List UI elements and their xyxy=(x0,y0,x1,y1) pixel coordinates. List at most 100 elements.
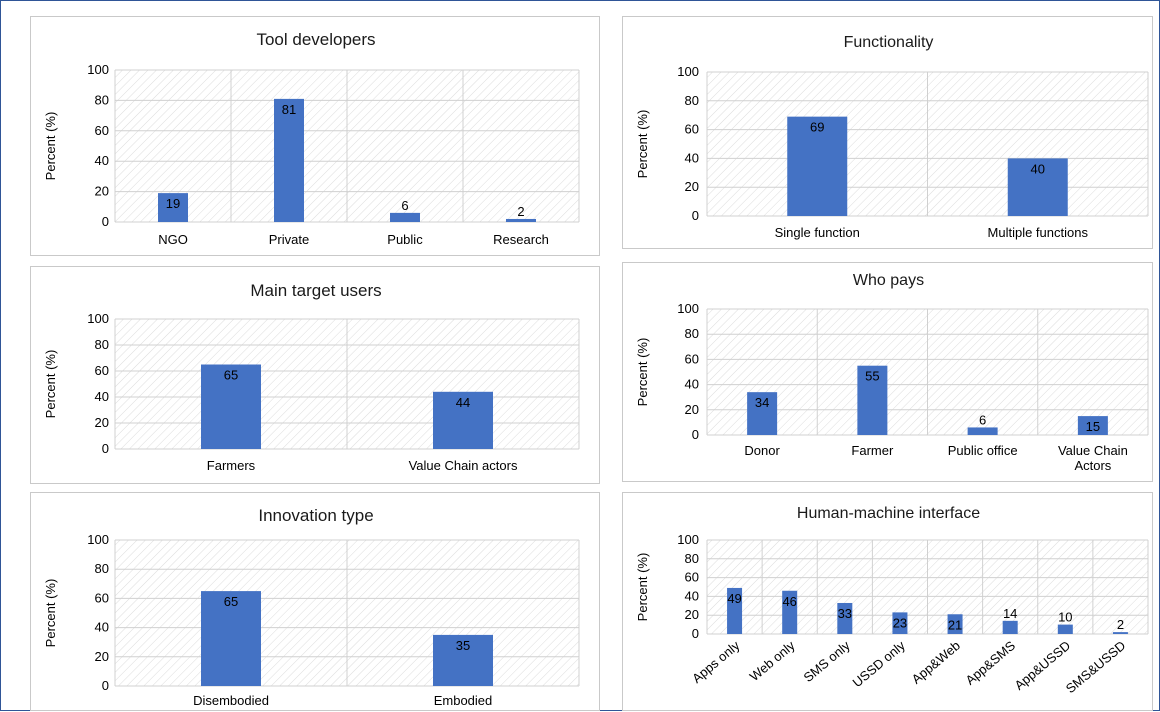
y-tick-label: 100 xyxy=(677,64,699,79)
y-tick-label: 100 xyxy=(87,532,109,547)
y-tick-label: 80 xyxy=(95,337,109,352)
category-label: Farmers xyxy=(207,458,256,473)
y-tick-label: 100 xyxy=(677,532,699,547)
bar xyxy=(967,427,998,435)
category-label: NGO xyxy=(158,232,188,247)
y-tick-label: 100 xyxy=(87,311,109,326)
category-label: App&Web xyxy=(909,638,963,687)
y-tick-label: 20 xyxy=(685,179,699,194)
chart-human-machine-interface: 0 20 40 60 80 100 49 Apps only 46 Web only 33 SMS o… xyxy=(635,505,1149,696)
panel-human-machine-interface: 0 20 40 60 80 100 49 Apps only 46 Web only 33 SMS o… xyxy=(622,492,1153,711)
data-label: 40 xyxy=(1031,161,1045,176)
y-tick-label: 60 xyxy=(95,363,109,378)
y-tick-label: 40 xyxy=(685,150,699,165)
y-tick-label: 20 xyxy=(95,184,109,199)
bar xyxy=(747,392,778,435)
category-label: Value Chain actors xyxy=(409,458,518,473)
bar xyxy=(782,590,798,634)
category-label: USSD only xyxy=(850,637,909,690)
y-tick-label: 20 xyxy=(685,607,699,622)
data-label: 21 xyxy=(948,617,962,632)
bar xyxy=(390,212,420,222)
y-tick-label: 40 xyxy=(95,389,109,404)
category-label: Private xyxy=(269,232,309,247)
chart-who-pays: 0 20 40 60 80 100 34 Donor 55 Farmer 6 Public offic… xyxy=(635,272,1149,473)
data-label: 6 xyxy=(979,412,986,427)
y-tick-label: 80 xyxy=(685,93,699,108)
y-tick-label: 80 xyxy=(685,326,699,341)
bar xyxy=(947,614,963,634)
y-tick-label: 0 xyxy=(102,441,109,456)
chart-innovation-type: 0 20 40 60 80 100 65 Disembodied 35 Embodied Innov… xyxy=(43,506,580,708)
category-label: Value Chain Actors xyxy=(1058,443,1128,473)
category-label: Apps only xyxy=(689,637,743,686)
category-label: App&SMS xyxy=(963,638,1019,688)
data-label: 10 xyxy=(1058,610,1072,625)
y-tick-label: 20 xyxy=(95,415,109,430)
data-label: 49 xyxy=(727,591,741,606)
bar xyxy=(892,612,908,634)
y-tick-label: 0 xyxy=(692,208,699,223)
data-label: 6 xyxy=(401,198,408,213)
y-tick-label: 60 xyxy=(95,590,109,605)
bar xyxy=(158,193,188,222)
category-label: SMS only xyxy=(800,637,853,685)
bar xyxy=(1112,632,1128,634)
data-label: 14 xyxy=(1003,606,1017,621)
y-tick-label: 60 xyxy=(685,570,699,585)
y-tick-label: 60 xyxy=(685,122,699,137)
chart-main-target-users: 0 20 40 60 80 100 65 Farmers 44 Value Chain actor… xyxy=(43,281,580,473)
panel-tool-developers: 0 20 40 60 80 100 19 NGO 81 Private 6 Public 2 Resear… xyxy=(30,16,600,256)
panel-functionality: 0 20 40 60 80 100 69 Single function 40 Multiple … xyxy=(622,16,1153,249)
category-label: Research xyxy=(493,232,549,247)
category-label: Public xyxy=(387,232,423,247)
bar xyxy=(201,364,261,449)
bar xyxy=(837,602,853,634)
category-label: Web only xyxy=(747,637,798,683)
data-label: 34 xyxy=(755,395,769,410)
y-tick-label: 40 xyxy=(95,153,109,168)
category-label: Disembodied xyxy=(193,693,269,708)
chart-title: Innovation type xyxy=(258,506,373,525)
chart-title: Human-machine interface xyxy=(797,505,980,522)
y-tick-label: 60 xyxy=(685,351,699,366)
y-tick-label: 20 xyxy=(95,649,109,664)
category-label: Multiple functions xyxy=(988,225,1089,240)
category-label: Farmer xyxy=(851,443,894,458)
data-label: 69 xyxy=(810,120,824,135)
chart-title: Who pays xyxy=(853,272,924,289)
data-label: 55 xyxy=(865,369,879,384)
bar xyxy=(433,634,493,686)
y-tick-label: 40 xyxy=(95,620,109,635)
data-label: 35 xyxy=(456,638,470,653)
y-axis-label: Percent (%) xyxy=(43,579,58,648)
category-label: Donor xyxy=(744,443,780,458)
data-label: 19 xyxy=(166,196,180,211)
bar xyxy=(506,218,536,222)
chart-functionality: 0 20 40 60 80 100 69 Single function 40 Multiple … xyxy=(635,34,1149,240)
data-label: 2 xyxy=(517,204,524,219)
chart-title: Tool developers xyxy=(256,30,375,49)
chart-title: Main target users xyxy=(250,281,381,300)
y-tick-label: 40 xyxy=(685,588,699,603)
category-label: Embodied xyxy=(434,693,493,708)
y-tick-label: 0 xyxy=(692,427,699,442)
y-tick-label: 60 xyxy=(95,123,109,138)
bar xyxy=(857,365,888,435)
bar xyxy=(274,98,304,222)
panel-innovation-type: 0 20 40 60 80 100 65 Disembodied 35 Embodied Innov… xyxy=(30,492,600,711)
y-axis-label: Percent (%) xyxy=(635,110,650,179)
data-label: 81 xyxy=(282,102,296,117)
y-tick-label: 100 xyxy=(677,301,699,316)
chart-tool-developers: 0 20 40 60 80 100 19 NGO 81 Private 6 Public 2 Resear… xyxy=(43,30,580,247)
bar xyxy=(1077,416,1108,435)
y-axis-label: Percent (%) xyxy=(43,350,58,419)
y-axis-label: Percent (%) xyxy=(43,112,58,181)
data-label: 33 xyxy=(838,606,852,621)
y-tick-label: 100 xyxy=(87,62,109,77)
category-label: SMS&USSD xyxy=(1063,638,1129,696)
bar xyxy=(1002,620,1018,634)
y-axis-label: Percent (%) xyxy=(635,338,650,407)
data-label: 65 xyxy=(224,368,238,383)
panel-main-target-users: 0 20 40 60 80 100 65 Farmers 44 Value Chain actor… xyxy=(30,266,600,484)
